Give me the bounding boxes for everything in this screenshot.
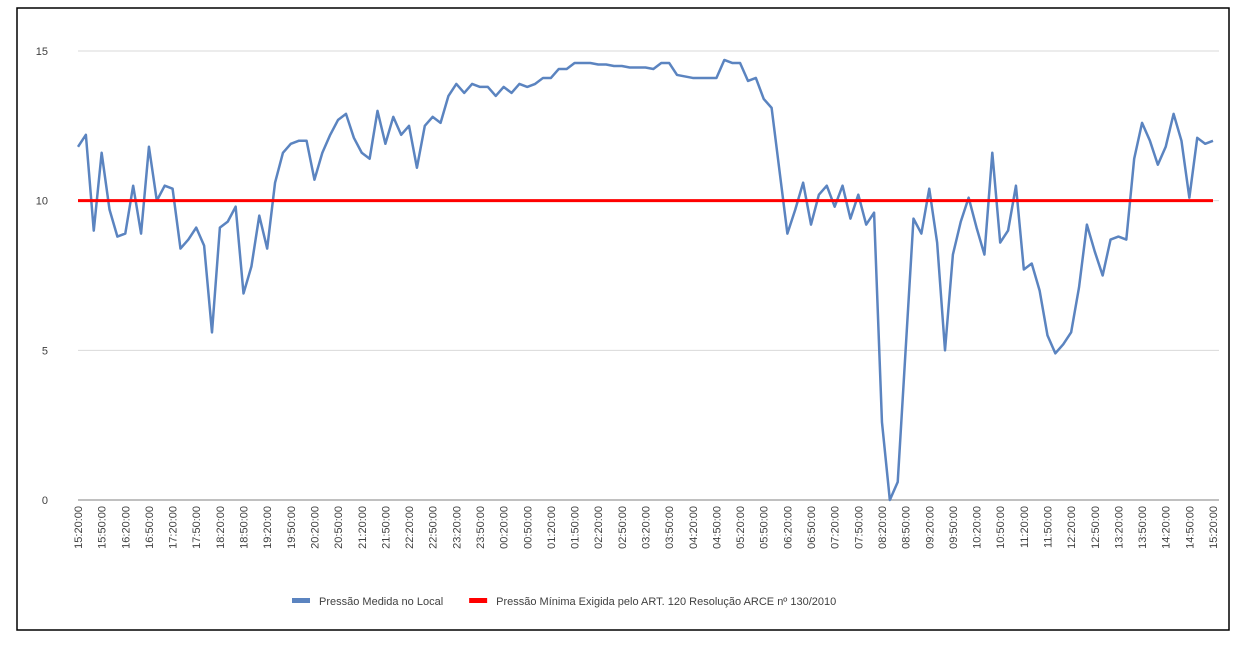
x-tick-label: 23:20:00 bbox=[451, 506, 463, 549]
y-tick-label: 10 bbox=[36, 196, 48, 208]
x-tick-label: 04:50:00 bbox=[711, 506, 723, 549]
x-tick-label: 09:50:00 bbox=[948, 506, 960, 549]
chart-border bbox=[16, 7, 1230, 631]
x-tick-label: 07:50:00 bbox=[853, 506, 865, 549]
y-tick-label: 0 bbox=[42, 495, 48, 507]
x-tick-label: 04:20:00 bbox=[688, 506, 700, 549]
x-tick-label: 03:50:00 bbox=[664, 506, 676, 549]
x-tick-label: 06:20:00 bbox=[782, 506, 794, 549]
line-series bbox=[76, 58, 1214, 502]
x-tick-label: 10:20:00 bbox=[972, 506, 984, 549]
x-tick-label: 01:50:00 bbox=[570, 506, 582, 549]
x-tick-label: 01:20:00 bbox=[546, 506, 558, 549]
x-tick-label: 02:50:00 bbox=[617, 506, 629, 549]
x-tick-label: 16:50:00 bbox=[144, 506, 156, 549]
x-tick-label: 14:50:00 bbox=[1184, 506, 1196, 549]
x-tick-label: 17:20:00 bbox=[168, 506, 180, 549]
x-tick-label: 15:20:00 bbox=[73, 506, 85, 549]
legend-swatch bbox=[469, 598, 488, 603]
x-tick-label: 00:50:00 bbox=[522, 506, 534, 549]
x-tick-label: 11:20:00 bbox=[1019, 506, 1031, 548]
x-tick-label: 11:50:00 bbox=[1042, 506, 1054, 548]
x-tick-label: 14:20:00 bbox=[1161, 506, 1173, 549]
legend-swatch bbox=[292, 598, 310, 603]
x-tick-label: 17:50:00 bbox=[191, 506, 203, 549]
x-tick-label: 20:20:00 bbox=[309, 506, 321, 549]
x-tick-label: 23:50:00 bbox=[475, 506, 487, 549]
x-tick-label: 07:20:00 bbox=[830, 506, 842, 549]
x-tick-label: 10:50:00 bbox=[995, 506, 1007, 549]
x-tick-label: 21:20:00 bbox=[357, 506, 369, 549]
x-tick-label: 21:50:00 bbox=[380, 506, 392, 549]
x-tick-label: 03:20:00 bbox=[641, 506, 653, 549]
legend-label: Pressão Mínima Exigida pelo ART. 120 Res… bbox=[496, 596, 836, 608]
x-tick-label: 08:50:00 bbox=[901, 506, 913, 549]
x-tick-label: 02:20:00 bbox=[593, 506, 605, 549]
x-tick-label: 08:20:00 bbox=[877, 506, 889, 549]
x-tick-label: 13:20:00 bbox=[1113, 506, 1125, 549]
x-tick-label: 12:50:00 bbox=[1090, 506, 1102, 549]
legend-label: Pressão Medida no Local bbox=[319, 596, 443, 608]
x-tick-label: 16:20:00 bbox=[120, 506, 132, 549]
x-tick-label: 15:20:00 bbox=[1208, 506, 1220, 549]
x-tick-label: 19:50:00 bbox=[286, 506, 298, 549]
x-tick-label: 20:50:00 bbox=[333, 506, 345, 549]
x-tick-label: 06:50:00 bbox=[806, 506, 818, 549]
y-tick-label: 15 bbox=[36, 46, 48, 58]
x-tick-label: 22:50:00 bbox=[428, 506, 440, 549]
y-tick-label: 5 bbox=[42, 345, 48, 357]
x-tick-label: 13:50:00 bbox=[1137, 506, 1149, 549]
x-tick-label: 09:20:00 bbox=[924, 506, 936, 549]
x-tick-label: 12:20:00 bbox=[1066, 506, 1078, 549]
x-tick-label: 22:20:00 bbox=[404, 506, 416, 549]
x-tick-label: 00:20:00 bbox=[499, 506, 511, 549]
x-tick-label: 18:50:00 bbox=[239, 506, 251, 549]
x-tick-label: 05:50:00 bbox=[759, 506, 771, 549]
x-tick-label: 18:20:00 bbox=[215, 506, 227, 549]
x-tick-label: 05:20:00 bbox=[735, 506, 747, 549]
x-tick-label: 15:50:00 bbox=[97, 506, 109, 549]
x-tick-label: 19:20:00 bbox=[262, 506, 274, 549]
